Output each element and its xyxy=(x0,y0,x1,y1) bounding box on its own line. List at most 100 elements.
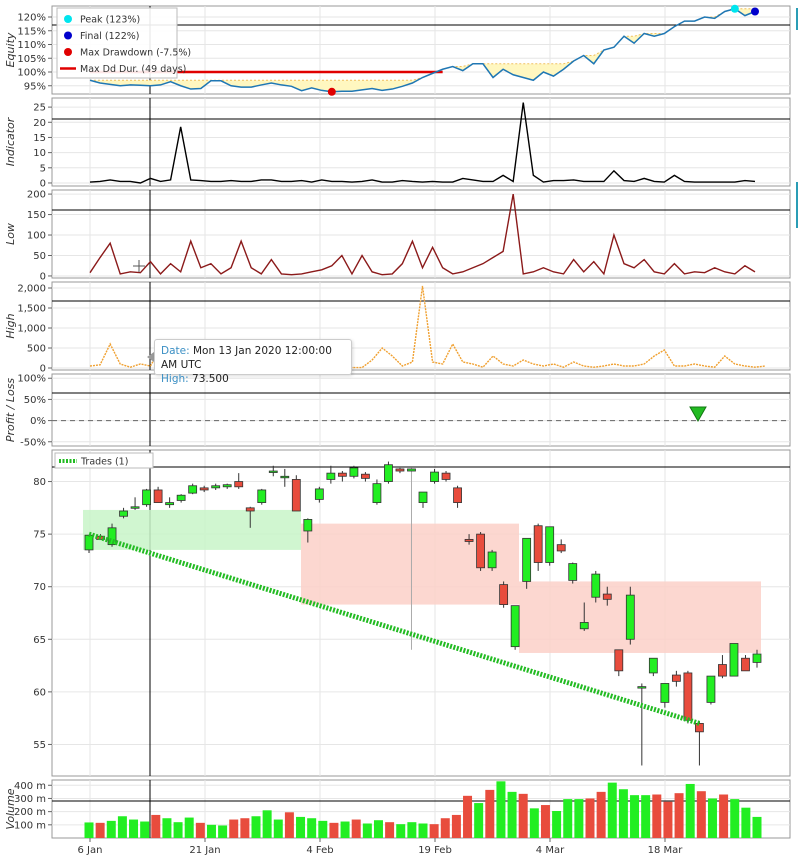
candle-body xyxy=(729,643,739,677)
volume-ytick-label-2: 300 m xyxy=(14,794,46,805)
candle-body xyxy=(556,544,566,552)
candle-body xyxy=(545,526,555,563)
pl-ytick-label-0: -50% xyxy=(20,437,46,448)
volume-bar xyxy=(418,823,428,838)
equity-ytick-label-2: 105% xyxy=(17,54,46,65)
candle-body xyxy=(510,605,520,648)
volume-bar xyxy=(206,824,216,838)
volume-bar xyxy=(373,820,383,838)
volume-bar xyxy=(151,814,161,838)
candle-body xyxy=(314,488,324,500)
candle-body xyxy=(268,470,278,473)
volume-bar xyxy=(652,794,662,838)
equity-legend-marker-1 xyxy=(64,31,72,40)
low-series-line xyxy=(89,193,756,276)
tooltip-pointer xyxy=(147,352,154,362)
tooltip-date-label: Date: xyxy=(161,345,190,357)
candle-body xyxy=(130,506,140,509)
pl-trade-marker xyxy=(689,406,707,423)
volume-bar xyxy=(540,805,550,838)
price-trade-zone-loss-1 xyxy=(301,523,519,605)
volume-ytick-label-3: 400 m xyxy=(14,781,46,792)
volume-bar xyxy=(140,821,150,838)
volume-bar xyxy=(173,822,183,838)
pl-ytick-label-1: 0% xyxy=(30,416,46,427)
volume-bar xyxy=(162,818,172,838)
volume-bar xyxy=(296,816,306,838)
volume-bar xyxy=(752,816,762,838)
indicator-ytick-label-3: 15 xyxy=(33,133,46,144)
x-tick-label-3: 19 Feb xyxy=(418,845,452,856)
candle-body xyxy=(487,551,497,569)
tooltip-date-value: Mon 13 Jan 2020 12:00:00 AM UTC xyxy=(161,345,332,371)
price-ytick-label-3: 70 xyxy=(33,582,46,593)
volume-bar xyxy=(607,782,617,838)
price-trade-line xyxy=(88,531,701,726)
candle-body xyxy=(441,472,451,480)
candle-body xyxy=(119,510,128,517)
tooltip-high-value: 73.500 xyxy=(192,373,229,385)
candle-body xyxy=(326,472,336,480)
candle-body xyxy=(533,525,543,563)
volume-ylabel: Volume xyxy=(4,788,17,829)
equity-drawdown-fill xyxy=(90,8,755,92)
price-legend-label: Trades (1) xyxy=(80,457,128,468)
volume-bar xyxy=(129,819,139,838)
volume-bar xyxy=(340,821,350,838)
high-ylabel: High xyxy=(4,313,17,338)
candle-body xyxy=(752,653,762,663)
volume-bar xyxy=(329,822,339,838)
price-legend-box xyxy=(54,452,154,469)
volume-bar xyxy=(596,791,606,838)
volume-bar xyxy=(451,814,461,838)
volume-bar xyxy=(485,789,495,838)
price-trade-zone-loss-2 xyxy=(519,581,761,653)
volume-bar xyxy=(529,808,539,838)
indicator-ytick-label-4: 20 xyxy=(33,118,46,129)
candle-body xyxy=(718,664,727,677)
volume-bar xyxy=(674,793,684,838)
volume-bar xyxy=(229,819,239,838)
volume-ytick-label-1: 200 m xyxy=(14,807,46,818)
high-ytick-label-3: 1,500 xyxy=(17,304,46,315)
candle-body xyxy=(165,502,175,506)
low-ylabel: Low xyxy=(4,223,17,245)
low-ytick-label-2: 100 xyxy=(27,231,46,242)
candle-body xyxy=(280,475,290,479)
candle-body xyxy=(153,489,163,503)
candle-body xyxy=(337,472,347,477)
candle-body xyxy=(522,537,532,582)
price-ytick-label-1: 60 xyxy=(33,687,46,698)
volume-bar xyxy=(240,818,250,838)
volume-bar xyxy=(429,824,439,838)
x-tick-label-1: 21 Jan xyxy=(189,845,220,856)
equity-legend-marker-2 xyxy=(64,48,72,56)
x-tick-label-2: 4 Feb xyxy=(306,845,333,856)
candle-body xyxy=(464,538,474,542)
volume-bar xyxy=(552,810,562,838)
indicator-ytick-label-0: 0 xyxy=(40,178,46,189)
equity-legend-label-0: Peak (123%) xyxy=(80,15,140,26)
candle-body xyxy=(234,481,244,488)
volume-bar xyxy=(696,791,706,838)
volume-bar xyxy=(84,822,94,838)
equity-legend-marker-0 xyxy=(64,15,72,23)
equity-ytick-label-3: 110% xyxy=(17,40,46,51)
candle-body xyxy=(476,533,485,569)
candle-body xyxy=(591,573,601,598)
candle-body xyxy=(142,489,151,506)
volume-bar xyxy=(496,781,506,838)
x-tick-label-0: 6 Jan xyxy=(78,845,103,856)
equity-legend-label-2: Max Drawdown (-7.5%) xyxy=(80,48,191,59)
candle-body xyxy=(683,672,693,721)
volume-bar xyxy=(195,822,205,838)
volume-bar xyxy=(184,817,194,838)
tooltip-high-label: High: xyxy=(161,373,189,385)
volume-bar xyxy=(630,795,640,838)
candle-body xyxy=(199,487,209,491)
equity-ytick-label-1: 100% xyxy=(17,68,46,79)
candle-body xyxy=(257,489,267,503)
volume-bar xyxy=(117,816,127,838)
volume-bar xyxy=(574,799,584,838)
